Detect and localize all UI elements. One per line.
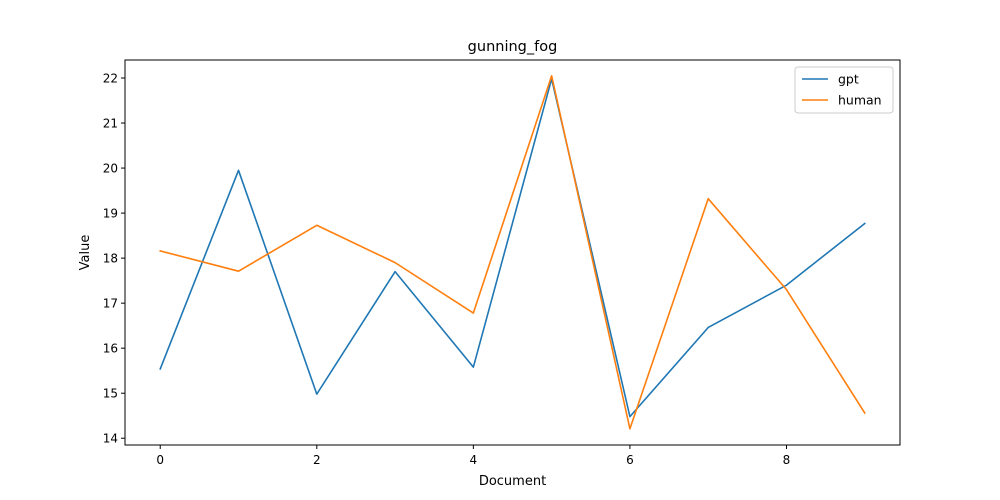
legend: gpt human: [794, 66, 894, 114]
y-tick-label: 21: [103, 117, 118, 131]
y-tick-label: 18: [103, 252, 118, 266]
x-tick-label: 2: [313, 453, 321, 467]
series-layer: [159, 74, 866, 430]
x-tick-label: 6: [626, 453, 634, 467]
y-tick-label: 16: [103, 342, 118, 356]
legend-label-human: human: [838, 93, 882, 108]
y-tick-label: 15: [103, 387, 118, 401]
x-tick-label: 0: [156, 453, 164, 467]
x-axis: 0 2 4 6 8: [156, 445, 790, 467]
x-tick-label: 8: [783, 453, 791, 467]
y-tick-label: 20: [103, 162, 118, 176]
y-tick-label: 17: [103, 297, 118, 311]
series-line-gpt: [159, 78, 866, 418]
x-tick-label: 4: [470, 453, 478, 467]
series-line-human: [159, 74, 866, 430]
y-tick-label: 19: [103, 207, 118, 221]
y-axis-label: Value: [78, 235, 93, 271]
y-tick-label: 14: [103, 432, 118, 446]
legend-label-gpt: gpt: [838, 72, 859, 87]
chart-title: gunning_fog: [468, 39, 558, 55]
plot-frame: [124, 59, 901, 446]
x-axis-label: Document: [479, 474, 546, 489]
y-tick-label: 22: [103, 72, 118, 86]
y-axis: 14 15 16 17 18 19 20 21 22: [103, 72, 125, 446]
